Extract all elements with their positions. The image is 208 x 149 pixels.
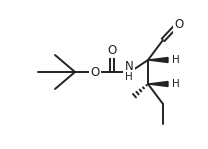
Text: N: N [125,60,133,73]
Text: H: H [125,72,133,82]
Polygon shape [148,82,168,87]
Polygon shape [148,58,168,62]
Text: H: H [172,79,180,89]
Text: O: O [174,18,184,31]
Text: O: O [90,66,100,79]
Text: O: O [107,44,117,56]
Text: H: H [172,55,180,65]
